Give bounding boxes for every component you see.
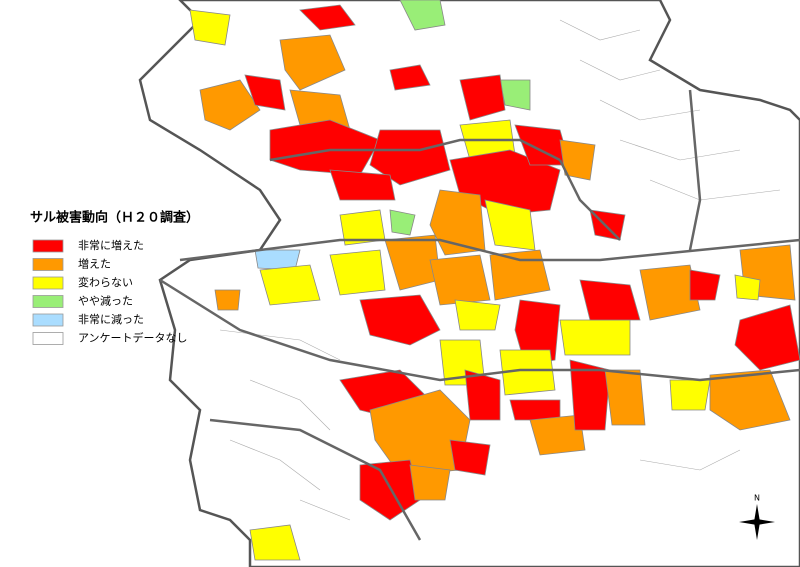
region — [429, 254, 491, 306]
legend-label: 変わらない — [78, 275, 133, 289]
region — [709, 369, 791, 431]
region — [734, 304, 800, 371]
region — [329, 169, 396, 201]
legend-swatch — [32, 332, 64, 345]
legend-label: 非常に減った — [78, 312, 144, 326]
region — [299, 4, 356, 31]
region — [359, 294, 441, 346]
legend: サル被害動向（Ｈ２０調査） 非常に増えた増えた変わらないやや減った非常に減ったア… — [30, 210, 199, 345]
region — [244, 74, 286, 111]
region — [669, 379, 711, 411]
legend-label: アンケートデータなし — [78, 331, 188, 345]
legend-swatch — [32, 295, 64, 308]
district-borders — [159, 89, 800, 541]
region — [214, 289, 241, 311]
region — [579, 279, 641, 321]
region — [569, 359, 611, 431]
region — [689, 269, 721, 301]
region — [389, 64, 431, 91]
legend-label: 増えた — [78, 258, 111, 271]
region — [389, 209, 416, 236]
region — [429, 189, 486, 256]
region — [259, 264, 321, 306]
legend-swatch — [32, 313, 64, 327]
region — [369, 129, 451, 186]
legend-swatch — [32, 276, 64, 290]
region — [329, 249, 386, 296]
region — [604, 369, 646, 426]
legend-swatch — [32, 258, 64, 271]
region — [734, 274, 761, 301]
legend-title: サル被害動向（Ｈ２０調査） — [30, 210, 199, 226]
region — [409, 464, 451, 501]
region — [559, 139, 596, 181]
legend-label: 非常に増えた — [78, 239, 144, 252]
region — [454, 299, 501, 331]
region — [199, 79, 261, 131]
region — [399, 0, 446, 31]
region — [189, 9, 231, 46]
region — [249, 524, 301, 561]
region — [464, 369, 501, 421]
legend-label: やや減った — [78, 294, 133, 308]
region — [459, 74, 506, 121]
region — [279, 34, 346, 91]
region — [489, 249, 551, 301]
region — [559, 319, 631, 356]
compass: N — [739, 494, 775, 540]
legend-swatch — [32, 239, 64, 253]
region — [499, 349, 556, 396]
region — [449, 439, 491, 476]
region — [484, 199, 536, 251]
region — [509, 399, 561, 421]
region — [639, 264, 701, 321]
region — [529, 414, 586, 456]
compass-label: N — [754, 494, 760, 503]
